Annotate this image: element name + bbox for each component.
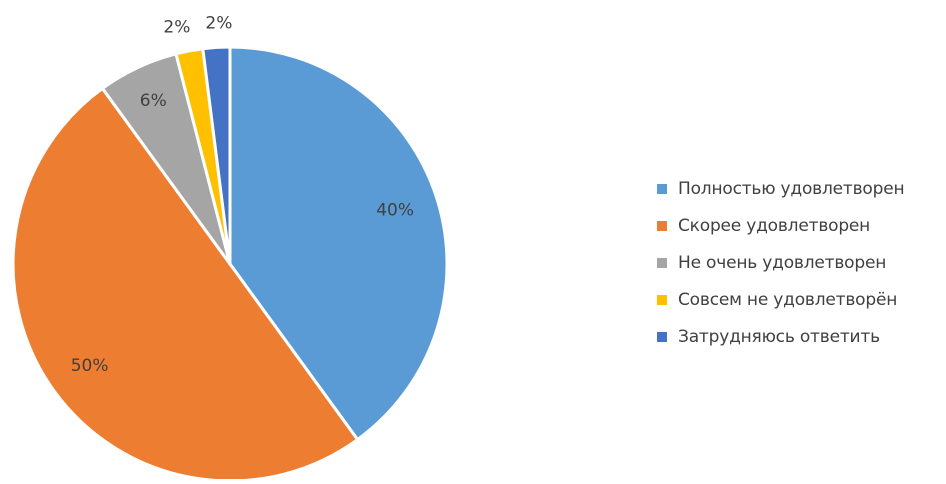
- legend-swatch-not-satisfied-at-all: [657, 294, 667, 305]
- pie-slice-hard-to-say: [201, 45, 232, 266]
- legend-label-not-satisfied-at-all: Совсем не удовлетворён: [678, 289, 898, 310]
- data-label-rather-satisfied: 50%: [71, 356, 109, 376]
- legend-swatch-fully-satisfied: [657, 183, 667, 194]
- pie-slice-fully-satisfied: [228, 45, 449, 442]
- data-label-not-very-satisfied: 6%: [140, 91, 167, 111]
- legend-item-rather-satisfied: Скорее удовлетворен: [657, 207, 942, 244]
- legend-swatch-hard-to-say: [657, 331, 667, 342]
- legend-swatch-rather-satisfied: [657, 220, 667, 231]
- chart-legend: Полностью удовлетворен Скорее удовлетвор…: [657, 170, 942, 355]
- pie-slice-rather-satisfied: [11, 86, 360, 483]
- legend-item-fully-satisfied: Полностью удовлетворен: [657, 170, 942, 207]
- data-label-hard-to-say: 2%: [205, 14, 232, 34]
- legend-label-fully-satisfied: Полностью удовлетворен: [678, 178, 905, 199]
- legend-swatch-not-very-satisfied: [657, 257, 667, 268]
- data-label-fully-satisfied: 40%: [376, 200, 414, 220]
- legend-label-rather-satisfied: Скорее удовлетворен: [678, 215, 871, 236]
- legend-item-not-satisfied-at-all: Совсем не удовлетворён: [657, 281, 942, 318]
- legend-label-not-very-satisfied: Не очень удовлетворен: [678, 252, 887, 273]
- legend-label-hard-to-say: Затрудняюсь ответить: [678, 326, 880, 347]
- legend-item-hard-to-say: Затрудняюсь ответить: [657, 318, 942, 355]
- data-label-not-satisfied-at-all: 2%: [163, 17, 190, 37]
- legend-item-not-very-satisfied: Не очень удовлетворен: [657, 244, 942, 281]
